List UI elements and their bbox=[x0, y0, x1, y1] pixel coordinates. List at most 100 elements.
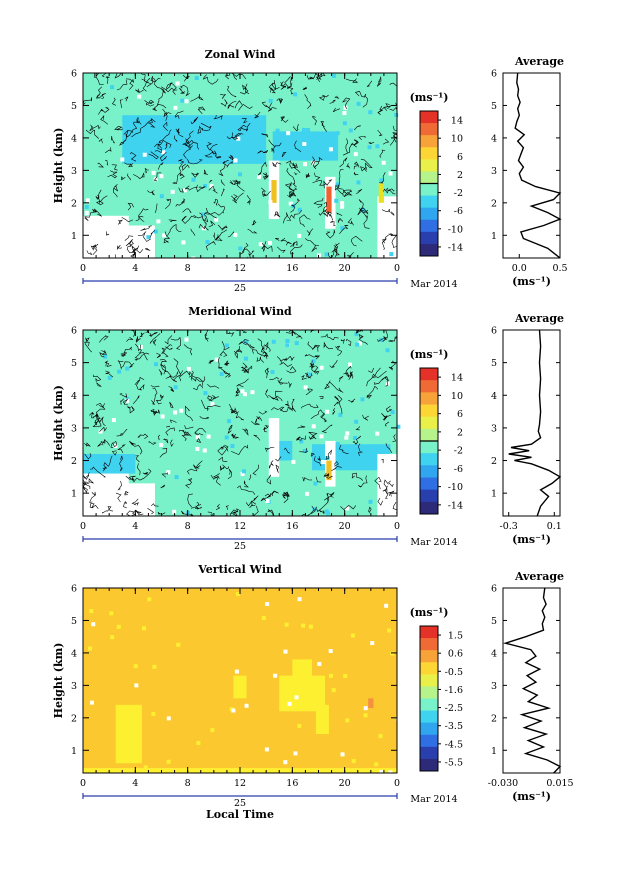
colorbar-tick-label: -6 bbox=[454, 206, 463, 217]
heatmap-patch bbox=[271, 180, 277, 203]
colorbar-unit: (ms⁻¹) bbox=[410, 348, 449, 361]
heatmap-speckle bbox=[166, 716, 171, 721]
heatmap-speckle bbox=[107, 375, 112, 380]
colorbar-segment bbox=[420, 207, 438, 221]
heatmap-speckle bbox=[297, 233, 302, 238]
colorbar-tick-label: -2 bbox=[454, 188, 463, 199]
colorbar-segment bbox=[420, 441, 438, 454]
colorbar-segment bbox=[420, 147, 438, 160]
heatmap-speckle bbox=[166, 470, 171, 475]
colorbar-segment bbox=[420, 195, 438, 209]
average-profile-line bbox=[502, 587, 562, 774]
heatmap-speckle bbox=[294, 341, 299, 346]
heatmap-patch bbox=[83, 454, 136, 474]
heatmap-speckle bbox=[151, 711, 156, 716]
heatmap-speckle bbox=[334, 198, 339, 203]
colorbar-tick-label: 2 bbox=[457, 427, 463, 438]
heatmap-speckle bbox=[233, 158, 238, 163]
heatmap-speckle bbox=[110, 85, 115, 90]
heatmap-speckle bbox=[348, 128, 353, 133]
heatmap-speckle bbox=[311, 424, 316, 429]
heatmap-speckle bbox=[238, 246, 243, 251]
average-frame bbox=[502, 329, 561, 517]
y-tick-label: 5 bbox=[71, 616, 77, 627]
average-y-tick-label: 6 bbox=[491, 584, 497, 595]
colorbar-tick-label: 14 bbox=[451, 116, 463, 127]
heatmap-speckle bbox=[328, 673, 333, 678]
heatmap-speckle bbox=[242, 469, 247, 474]
heatmap-speckle bbox=[125, 366, 130, 371]
heatmap-speckle bbox=[297, 723, 302, 728]
colorbar-segment bbox=[420, 453, 438, 466]
heatmap-speckle bbox=[91, 622, 96, 627]
x-tick-label: 12 bbox=[234, 521, 246, 532]
heatmap-speckle bbox=[302, 141, 307, 146]
date-month-label: Mar 2014 bbox=[410, 279, 457, 290]
colorbar-tick-label: -3.5 bbox=[445, 721, 463, 732]
heatmap-speckle bbox=[219, 372, 224, 377]
heatmap-speckle bbox=[201, 212, 206, 217]
heatmap-speckle bbox=[328, 649, 333, 654]
heatmap-speckle bbox=[135, 514, 140, 519]
colorbar-frame bbox=[419, 625, 439, 772]
average-y-tick-label: 2 bbox=[491, 456, 497, 467]
heatmap-speckle bbox=[202, 448, 207, 453]
average-x-label: (ms⁻¹) bbox=[512, 275, 551, 288]
y-tick-label: 3 bbox=[71, 166, 77, 177]
heatmap-speckle bbox=[286, 131, 291, 136]
average-title: Average bbox=[514, 312, 564, 325]
heatmap-speckle bbox=[84, 205, 89, 210]
average-y-tick-label: 5 bbox=[491, 358, 497, 369]
heatmap-speckle bbox=[355, 342, 360, 347]
colorbar-segment bbox=[420, 710, 438, 724]
average-y-tick-label: 6 bbox=[491, 326, 497, 337]
heatmap-speckle bbox=[297, 207, 302, 212]
y-tick-label: 3 bbox=[71, 681, 77, 692]
average-y-tick-label: 4 bbox=[491, 648, 497, 659]
colorbar-segment bbox=[420, 698, 438, 712]
heatmap-speckle bbox=[390, 410, 395, 415]
heatmap-speckle bbox=[208, 128, 213, 133]
heatmap-speckle bbox=[209, 184, 214, 189]
heatmap-speckle bbox=[182, 188, 187, 193]
x-tick-label: 0 bbox=[394, 778, 400, 789]
heatmap-speckle bbox=[195, 435, 200, 440]
heatmap-speckle bbox=[342, 111, 347, 116]
y-tick-label: 2 bbox=[71, 713, 77, 724]
colorbar-tick-label: -10 bbox=[448, 482, 463, 493]
x-tick-label: 0 bbox=[80, 521, 86, 532]
colorbar-segment bbox=[420, 392, 438, 405]
average-x-label: (ms⁻¹) bbox=[512, 533, 551, 546]
average-x-tick-label: -0.3 bbox=[500, 521, 518, 532]
x-tick-label: 16 bbox=[286, 778, 298, 789]
heatmap-speckle bbox=[153, 177, 158, 182]
heatmap-speckle bbox=[378, 734, 383, 739]
x-tick-label: 4 bbox=[132, 263, 138, 274]
heatmap-speckle bbox=[240, 389, 245, 394]
heatmap-speckle bbox=[134, 683, 139, 688]
heatmap-speckle bbox=[170, 189, 175, 194]
colorbar-segment bbox=[420, 734, 438, 748]
heatmap-speckle bbox=[354, 419, 359, 424]
heatmap-speckle bbox=[302, 162, 307, 167]
heatmap-speckle bbox=[375, 144, 380, 149]
heatmap-speckle bbox=[291, 459, 296, 464]
colorbar-tick-label: 6 bbox=[457, 152, 463, 163]
heatmap-speckle bbox=[285, 343, 290, 348]
heatmap-speckle bbox=[396, 716, 401, 721]
y-tick-label: 4 bbox=[71, 133, 77, 144]
heatmap-speckle bbox=[381, 160, 386, 165]
heatmap-patch bbox=[122, 483, 155, 516]
date-day-label: 25 bbox=[234, 541, 246, 552]
average-x-tick-label: 0.5 bbox=[552, 263, 567, 274]
heatmap-speckle bbox=[179, 408, 184, 413]
y-tick-label: 4 bbox=[71, 648, 77, 659]
colorbar-tick-label: -4.5 bbox=[445, 739, 463, 750]
heatmap-speckle bbox=[301, 623, 306, 628]
heatmap-speckle bbox=[172, 509, 177, 514]
heatmap-speckle bbox=[159, 174, 164, 179]
heatmap-speckle bbox=[191, 256, 196, 261]
x-tick-label: 0 bbox=[394, 263, 400, 274]
average-profile-line bbox=[508, 329, 562, 517]
colorbar-segment bbox=[420, 111, 438, 124]
